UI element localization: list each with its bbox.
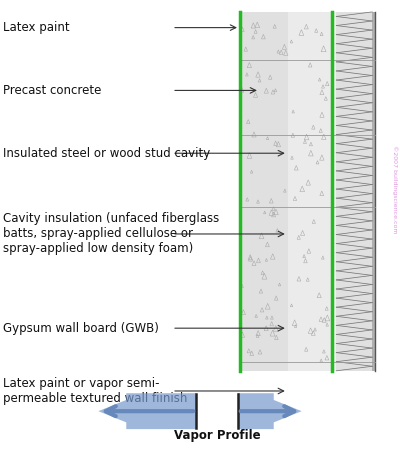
Text: Latex paint or vapor semi-
permeable textured wall fiinish: Latex paint or vapor semi- permeable tex… (3, 377, 187, 405)
Text: ©2007 buildingscience.com: ©2007 buildingscience.com (392, 145, 398, 234)
Bar (288, 12, 332, 371)
Bar (336, 12, 372, 371)
Text: Precast concrete: Precast concrete (3, 84, 101, 97)
Text: Latex paint: Latex paint (3, 21, 69, 34)
Text: Cavity insulation (unfaced fiberglass
batts, spray-applied cellulose or
spray-ap: Cavity insulation (unfaced fiberglass ba… (3, 212, 219, 256)
Bar (372, 12, 375, 371)
Text: Vapor Profile: Vapor Profile (174, 429, 260, 442)
Polygon shape (98, 393, 196, 429)
Text: Gypsum wall board (GWB): Gypsum wall board (GWB) (3, 322, 158, 335)
Polygon shape (238, 393, 302, 429)
Text: Insulated steel or wood stud cavity: Insulated steel or wood stud cavity (3, 147, 210, 160)
Bar (240, 12, 288, 371)
Bar (332, 12, 336, 371)
